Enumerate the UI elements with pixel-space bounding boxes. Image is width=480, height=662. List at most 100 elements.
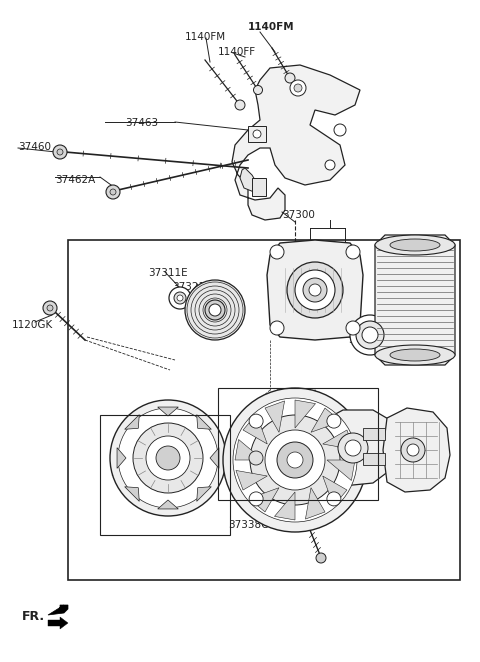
Text: 37460: 37460 bbox=[18, 142, 51, 152]
Circle shape bbox=[362, 327, 378, 343]
Text: 37321B: 37321B bbox=[172, 282, 212, 292]
Text: 37462A: 37462A bbox=[55, 175, 95, 185]
Circle shape bbox=[401, 438, 425, 462]
Polygon shape bbox=[197, 414, 211, 429]
Bar bbox=[218, 388, 378, 500]
Circle shape bbox=[346, 245, 360, 259]
Text: 37300: 37300 bbox=[282, 210, 315, 220]
Text: 37340: 37340 bbox=[110, 468, 143, 478]
Circle shape bbox=[110, 189, 116, 195]
Circle shape bbox=[250, 415, 340, 505]
Circle shape bbox=[290, 80, 306, 96]
Text: 37370B: 37370B bbox=[320, 410, 360, 420]
Circle shape bbox=[249, 451, 263, 465]
Circle shape bbox=[174, 292, 186, 304]
Bar bbox=[100, 415, 230, 535]
Circle shape bbox=[205, 300, 225, 320]
Circle shape bbox=[287, 262, 343, 318]
Circle shape bbox=[338, 433, 368, 463]
Circle shape bbox=[334, 124, 346, 136]
Polygon shape bbox=[157, 500, 179, 509]
Circle shape bbox=[270, 321, 284, 335]
Polygon shape bbox=[117, 448, 126, 468]
Polygon shape bbox=[157, 407, 179, 416]
Polygon shape bbox=[327, 460, 355, 481]
Circle shape bbox=[303, 278, 327, 302]
Text: 37342: 37342 bbox=[148, 435, 181, 445]
Polygon shape bbox=[236, 471, 267, 490]
Circle shape bbox=[253, 85, 263, 95]
Text: 1140FM: 1140FM bbox=[248, 22, 295, 32]
Ellipse shape bbox=[375, 345, 455, 365]
Ellipse shape bbox=[375, 235, 455, 255]
Polygon shape bbox=[240, 168, 258, 192]
Text: 37334: 37334 bbox=[310, 320, 343, 330]
Polygon shape bbox=[305, 488, 325, 519]
Polygon shape bbox=[375, 235, 455, 365]
Circle shape bbox=[57, 149, 63, 155]
Text: 37338C: 37338C bbox=[228, 520, 268, 530]
Text: 1140FM: 1140FM bbox=[185, 32, 226, 42]
Circle shape bbox=[110, 400, 226, 516]
Polygon shape bbox=[295, 400, 315, 428]
Circle shape bbox=[223, 388, 367, 532]
Circle shape bbox=[295, 270, 335, 310]
Polygon shape bbox=[243, 414, 267, 444]
Circle shape bbox=[235, 100, 245, 110]
Circle shape bbox=[156, 446, 180, 470]
Polygon shape bbox=[249, 488, 279, 512]
Bar bbox=[68, 240, 460, 580]
Bar bbox=[363, 428, 385, 440]
Circle shape bbox=[345, 440, 361, 456]
Circle shape bbox=[177, 295, 183, 301]
Circle shape bbox=[309, 284, 321, 296]
Circle shape bbox=[285, 73, 295, 83]
Polygon shape bbox=[311, 408, 341, 432]
Ellipse shape bbox=[390, 239, 440, 251]
Circle shape bbox=[356, 321, 384, 349]
Circle shape bbox=[394, 341, 402, 349]
Circle shape bbox=[118, 408, 218, 508]
Polygon shape bbox=[210, 448, 219, 468]
Circle shape bbox=[325, 160, 335, 170]
Circle shape bbox=[185, 280, 245, 340]
Circle shape bbox=[287, 452, 303, 468]
Circle shape bbox=[265, 430, 325, 490]
Circle shape bbox=[327, 492, 341, 506]
Circle shape bbox=[277, 442, 313, 478]
Circle shape bbox=[106, 185, 120, 199]
Circle shape bbox=[244, 446, 268, 470]
Circle shape bbox=[47, 305, 53, 311]
Polygon shape bbox=[323, 430, 354, 449]
Circle shape bbox=[270, 245, 284, 259]
Text: 1140FF: 1140FF bbox=[218, 47, 256, 57]
Text: 1120GK: 1120GK bbox=[12, 320, 53, 330]
Bar bbox=[363, 453, 385, 465]
Circle shape bbox=[294, 84, 302, 92]
Polygon shape bbox=[197, 487, 211, 501]
Circle shape bbox=[43, 301, 57, 315]
Polygon shape bbox=[383, 408, 450, 492]
Text: 37332: 37332 bbox=[348, 335, 381, 345]
Circle shape bbox=[146, 436, 190, 480]
Circle shape bbox=[249, 414, 263, 428]
Polygon shape bbox=[48, 617, 68, 629]
Polygon shape bbox=[275, 492, 295, 520]
Polygon shape bbox=[125, 487, 139, 501]
Bar bbox=[252, 178, 266, 196]
Polygon shape bbox=[48, 605, 68, 615]
Polygon shape bbox=[125, 414, 139, 429]
Circle shape bbox=[233, 398, 357, 522]
Polygon shape bbox=[267, 240, 363, 340]
Polygon shape bbox=[235, 440, 263, 460]
Circle shape bbox=[327, 414, 341, 428]
Circle shape bbox=[249, 492, 263, 506]
Polygon shape bbox=[265, 401, 285, 432]
Circle shape bbox=[350, 315, 390, 355]
Polygon shape bbox=[323, 476, 347, 506]
Circle shape bbox=[407, 444, 419, 456]
Text: 37330H: 37330H bbox=[315, 262, 356, 272]
Circle shape bbox=[209, 304, 221, 316]
Text: 37311E: 37311E bbox=[148, 268, 188, 278]
Polygon shape bbox=[232, 65, 360, 220]
